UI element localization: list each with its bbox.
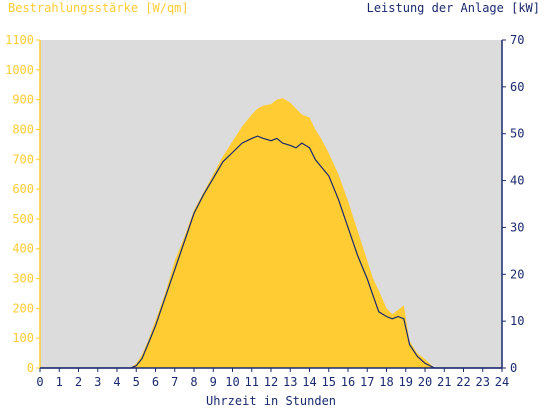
x-tick-label: 14 [302, 375, 316, 389]
x-tick-label: 17 [360, 375, 374, 389]
left-tick-label: 700 [12, 152, 34, 166]
power-line-series [40, 135, 502, 369]
left-tick-label: 100 [12, 331, 34, 345]
x-tick-label: 20 [418, 375, 432, 389]
left-tick-label: 1100 [5, 33, 34, 47]
right-tick-label: 50 [510, 127, 524, 141]
x-tick-label: 21 [437, 375, 451, 389]
right-tick-label: 70 [510, 33, 524, 47]
x-tick-label: 16 [341, 375, 355, 389]
x-axis-title: Uhrzeit in Stunden [206, 394, 336, 408]
x-tick-label: 11 [245, 375, 259, 389]
x-tick-label: 0 [36, 375, 43, 389]
x-tick-label: 19 [399, 375, 413, 389]
x-tick-label: 6 [152, 375, 159, 389]
left-tick-label: 900 [12, 93, 34, 107]
left-tick-label: 300 [12, 272, 34, 286]
left-tick-label: 1000 [5, 63, 34, 77]
right-tick-label: 40 [510, 174, 524, 188]
right-tick-label: 20 [510, 267, 524, 281]
x-tick-label: 3 [94, 375, 101, 389]
x-tick-label: 1 [56, 375, 63, 389]
left-tick-label: 200 [12, 301, 34, 315]
right-axis-title: Leistung der Anlage [kW] [367, 1, 540, 15]
left-axis-title: Bestrahlungsstärke [W/qm] [8, 1, 189, 15]
left-tick-label: 800 [12, 122, 34, 136]
x-tick-label: 23 [476, 375, 490, 389]
left-tick-label: 500 [12, 212, 34, 226]
left-tick-label: 600 [12, 182, 34, 196]
x-tick-label: 15 [322, 375, 336, 389]
right-tick-label: 30 [510, 220, 524, 234]
x-tick-label: 8 [190, 375, 197, 389]
right-tick-label: 0 [510, 361, 517, 375]
x-tick-label: 18 [379, 375, 393, 389]
right-tick-label: 10 [510, 314, 524, 328]
left-tick-label: 400 [12, 242, 34, 256]
x-tick-label: 9 [210, 375, 217, 389]
irradiance-area-series [40, 98, 502, 368]
x-tick-label: 4 [113, 375, 120, 389]
x-tick-label: 13 [283, 375, 297, 389]
right-tick-label: 60 [510, 80, 524, 94]
x-tick-label: 7 [171, 375, 178, 389]
x-tick-label: 24 [495, 375, 509, 389]
x-tick-label: 10 [225, 375, 239, 389]
x-tick-label: 22 [456, 375, 470, 389]
left-tick-label: 0 [27, 361, 34, 375]
x-tick-label: 12 [264, 375, 278, 389]
x-tick-label: 5 [133, 375, 140, 389]
x-tick-label: 2 [75, 375, 82, 389]
